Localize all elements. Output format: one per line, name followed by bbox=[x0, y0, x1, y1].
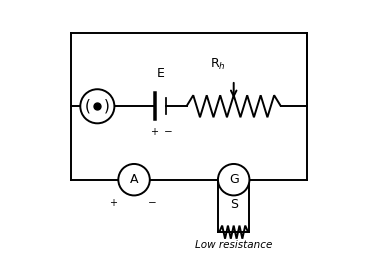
Text: R$_h$: R$_h$ bbox=[210, 57, 226, 72]
Text: (: ( bbox=[85, 99, 91, 114]
Text: E: E bbox=[156, 67, 164, 80]
Text: ): ) bbox=[104, 99, 110, 114]
Text: +: + bbox=[109, 198, 117, 208]
Circle shape bbox=[218, 164, 250, 195]
Text: −: − bbox=[148, 198, 157, 208]
Text: −: − bbox=[164, 127, 173, 137]
Text: G: G bbox=[229, 173, 239, 186]
Text: S: S bbox=[230, 198, 238, 211]
Text: Low resistance: Low resistance bbox=[195, 240, 272, 250]
Text: A: A bbox=[130, 173, 138, 186]
Circle shape bbox=[80, 89, 115, 123]
Text: +: + bbox=[151, 127, 159, 137]
Circle shape bbox=[118, 164, 150, 195]
